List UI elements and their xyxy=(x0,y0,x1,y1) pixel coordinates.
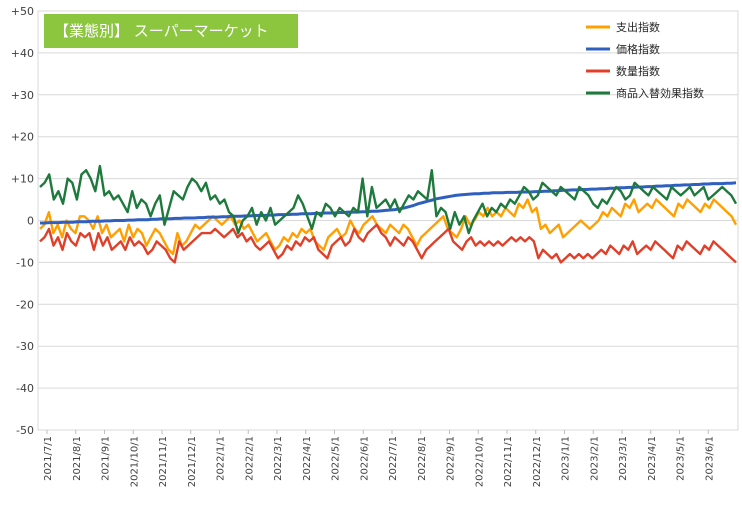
x-tick-label: 2023/3/1 xyxy=(618,436,629,481)
y-tick-label: +40 xyxy=(11,47,34,60)
x-tick-label: 2022/12/1 xyxy=(532,436,543,487)
x-tick-label: 2021/12/1 xyxy=(187,436,198,487)
x-tick-label: 2022/5/1 xyxy=(331,436,342,481)
legend-label: 商品入替効果指数 xyxy=(616,86,704,100)
plot-frame xyxy=(37,10,739,431)
x-axis-ticks: 2021/7/1 2021/8/1 2021/9/1 2021/10/1 2021/11… xyxy=(43,430,715,487)
y-tick-label: +20 xyxy=(11,131,34,144)
x-tick-label: 2022/10/1 xyxy=(474,436,485,487)
series-line-3 xyxy=(39,164,738,235)
y-tick-label: -40 xyxy=(16,382,34,395)
y-tick-label: -30 xyxy=(16,340,34,353)
x-tick-label: 2022/3/1 xyxy=(273,436,284,481)
x-tick-label: 2021/11/1 xyxy=(158,436,169,487)
legend-label: 支出指数 xyxy=(616,20,660,34)
x-tick-label: 2022/11/1 xyxy=(503,436,514,487)
x-tick-label: 2022/4/1 xyxy=(302,436,313,481)
chart-title: 【業態別】 スーパーマーケット xyxy=(44,14,298,48)
legend-label: 数量指数 xyxy=(616,64,660,78)
y-axis-ticks: +50 +40 +30 +20 +10 0 -10 -20 -30 -40 -50 xyxy=(11,5,34,437)
x-tick-label: 2023/6/1 xyxy=(704,436,715,481)
y-tick-label: -50 xyxy=(16,424,34,437)
x-tick-label: 2022/7/1 xyxy=(388,436,399,481)
series-line-0 xyxy=(39,198,738,256)
y-tick-label: -20 xyxy=(16,298,34,311)
series-line-1 xyxy=(40,181,737,225)
series-lines xyxy=(39,164,738,264)
x-tick-label: 2023/4/1 xyxy=(647,436,658,481)
y-tick-label: +50 xyxy=(11,5,34,18)
y-tick-label: +10 xyxy=(11,173,34,186)
x-tick-label: 2021/9/1 xyxy=(101,436,112,481)
x-tick-label: 2023/1/1 xyxy=(561,436,572,481)
x-tick-label: 2022/6/1 xyxy=(359,436,370,481)
x-tick-label: 2023/2/1 xyxy=(589,436,600,481)
x-tick-label: 2021/10/1 xyxy=(129,436,140,487)
x-tick-label: 2022/1/1 xyxy=(216,436,227,481)
x-tick-label: 2022/8/1 xyxy=(417,436,428,481)
y-tick-label: +30 xyxy=(11,89,34,102)
y-tick-label: -10 xyxy=(16,256,34,269)
y-tick-label: 0 xyxy=(27,215,34,228)
legend-label: 価格指数 xyxy=(616,42,660,56)
x-tick-label: 2021/7/1 xyxy=(43,436,54,481)
x-tick-label: 2021/8/1 xyxy=(72,436,83,481)
x-tick-label: 2023/5/1 xyxy=(676,436,687,481)
x-tick-label: 2022/9/1 xyxy=(446,436,457,481)
series-line-2 xyxy=(39,223,737,264)
x-tick-label: 2022/2/1 xyxy=(244,436,255,481)
